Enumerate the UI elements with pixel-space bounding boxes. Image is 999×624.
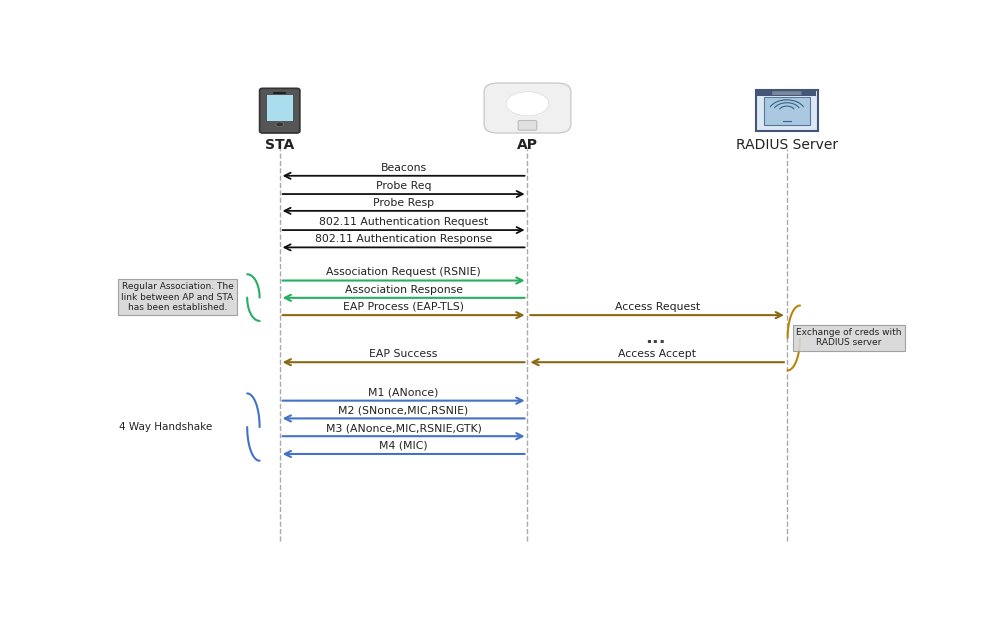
Text: M3 (ANonce,MIC,RSNIE,GTK): M3 (ANonce,MIC,RSNIE,GTK) [326,423,482,433]
Text: M2 (SNonce,MIC,RSNIE): M2 (SNonce,MIC,RSNIE) [339,405,469,415]
Ellipse shape [506,92,548,115]
Text: STA: STA [265,137,295,152]
Text: ...: ... [645,329,665,347]
Text: Access Request: Access Request [614,302,699,312]
Text: Beacons: Beacons [381,163,427,173]
Text: M4 (MIC): M4 (MIC) [380,441,428,451]
Text: Access Accept: Access Accept [618,349,696,359]
Circle shape [276,122,284,127]
Text: EAP Process (EAP-TLS): EAP Process (EAP-TLS) [343,302,465,312]
FancyBboxPatch shape [485,83,570,133]
FancyBboxPatch shape [757,90,816,95]
Text: Association Response: Association Response [345,285,463,295]
Text: M1 (ANonce): M1 (ANonce) [369,388,439,397]
Text: AP: AP [516,137,538,152]
FancyBboxPatch shape [756,90,818,131]
Text: EAP Success: EAP Success [370,349,438,359]
FancyBboxPatch shape [260,89,300,133]
Text: 4 Way Handshake: 4 Way Handshake [119,422,212,432]
FancyBboxPatch shape [267,95,293,121]
Text: Association Request (RSNIE): Association Request (RSNIE) [327,267,481,277]
Text: 802.11 Authentication Request: 802.11 Authentication Request [319,217,489,227]
Text: Regular Association. The
link between AP and STA
has been established.: Regular Association. The link between AP… [122,283,234,312]
FancyBboxPatch shape [763,97,810,125]
Text: 802.11 Authentication Response: 802.11 Authentication Response [315,234,493,244]
Text: RADIUS Server: RADIUS Server [736,137,838,152]
FancyBboxPatch shape [772,91,801,95]
Text: Probe Resp: Probe Resp [373,198,435,208]
Text: Exchange of creds with
RADIUS server: Exchange of creds with RADIUS server [796,328,901,348]
Text: Probe Req: Probe Req [376,181,432,191]
FancyBboxPatch shape [518,120,536,130]
